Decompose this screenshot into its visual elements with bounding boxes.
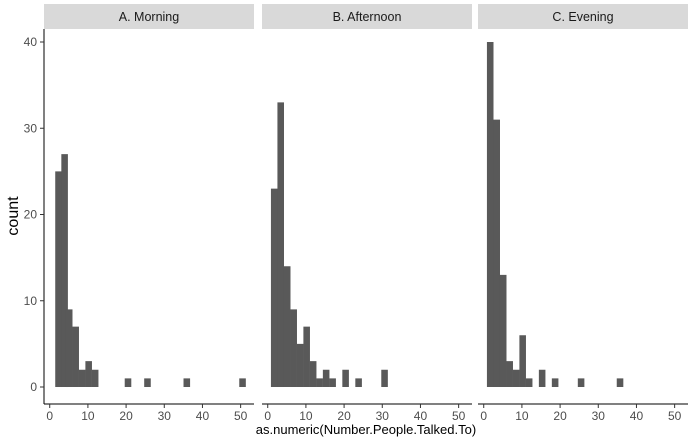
x-tick-label: 50	[668, 409, 682, 423]
histogram-bar	[499, 274, 507, 388]
histogram-bar	[61, 154, 68, 388]
x-tick-label: 30	[158, 409, 172, 423]
x-tick-label: 20	[553, 409, 567, 423]
histogram-bar	[65, 309, 73, 388]
facet-strip-label: A. Morning	[119, 10, 179, 24]
facet-strip-label: C. Evening	[552, 10, 613, 24]
histogram-bar	[72, 326, 79, 388]
histogram-bar	[124, 378, 132, 388]
y-tick-label: 30	[24, 121, 38, 135]
x-tick-label: 40	[196, 409, 210, 423]
histogram-bar	[296, 343, 304, 388]
x-tick-label: 10	[515, 409, 529, 423]
y-tick-label: 20	[24, 208, 38, 222]
x-tick-label: 30	[376, 409, 390, 423]
x-tick-label: 10	[81, 409, 95, 423]
histogram-bar	[342, 369, 349, 387]
histogram-bar	[78, 369, 86, 387]
facet-strip	[478, 4, 688, 29]
facet-strip	[262, 4, 472, 29]
histogram-bar	[270, 188, 278, 388]
histogram-bar	[506, 361, 513, 388]
histogram-bar	[512, 369, 520, 387]
histogram-bar	[239, 378, 246, 388]
histogram-bar	[538, 369, 546, 387]
histogram-bar	[183, 378, 191, 388]
histogram-bar	[519, 335, 526, 387]
histogram-bar	[55, 171, 62, 388]
x-tick-label: 20	[119, 409, 133, 423]
histogram-bar	[322, 369, 330, 387]
facet-strip-label: B. Afternoon	[333, 10, 402, 24]
y-axis: 0 10 20 30 40	[24, 29, 45, 404]
x-axis-title: as.numeric(Number.People.Talked.To)	[256, 422, 476, 437]
histogram-bar	[309, 361, 317, 388]
x-tick-label: 50	[234, 409, 248, 423]
histogram-bar	[329, 378, 336, 388]
histogram-bar	[355, 378, 362, 388]
x-tick-label: 0	[264, 409, 271, 423]
panel-3: C. Evening 0 10 20 30 40 50	[478, 4, 688, 423]
x-tick-label: 40	[630, 409, 644, 423]
histogram-bar	[316, 378, 323, 388]
x-tick-label: 20	[337, 409, 351, 423]
histogram-bar	[493, 119, 500, 388]
x-tick-label: 0	[480, 409, 487, 423]
histogram-bar	[277, 102, 284, 388]
histogram-bar	[290, 309, 297, 388]
histogram-bar	[144, 378, 151, 388]
x-tick-label: 0	[46, 409, 53, 423]
x-tick-label: 40	[414, 409, 428, 423]
facet-strip	[44, 4, 254, 29]
x-tick-label: 50	[452, 409, 466, 423]
histogram-bar	[486, 42, 494, 387]
histogram-bar	[91, 369, 99, 387]
y-tick-label: 10	[24, 294, 38, 308]
histogram-bar	[85, 361, 92, 388]
y-tick-label: 40	[24, 35, 38, 49]
histogram-bar	[381, 369, 388, 387]
y-axis-title: count	[5, 196, 22, 236]
x-tick-label: 30	[592, 409, 606, 423]
x-tick-label: 10	[299, 409, 313, 423]
histogram-bar	[577, 378, 585, 388]
histogram-bar	[303, 326, 310, 388]
histogram-bar	[551, 378, 559, 388]
panel-1: A. Morning 0 10 20 30 40 50	[44, 4, 254, 423]
histogram-bar	[525, 378, 533, 388]
histogram-bar	[283, 266, 291, 387]
panel-2: B. Afternoon 0 10 20 30 40 50	[262, 4, 472, 423]
y-tick-label: 0	[30, 380, 37, 394]
histogram-bar	[616, 378, 624, 388]
panels: A. Morning 0 10 20 30 40 50 B. Afternoon 0 10 20 30…	[44, 4, 688, 423]
